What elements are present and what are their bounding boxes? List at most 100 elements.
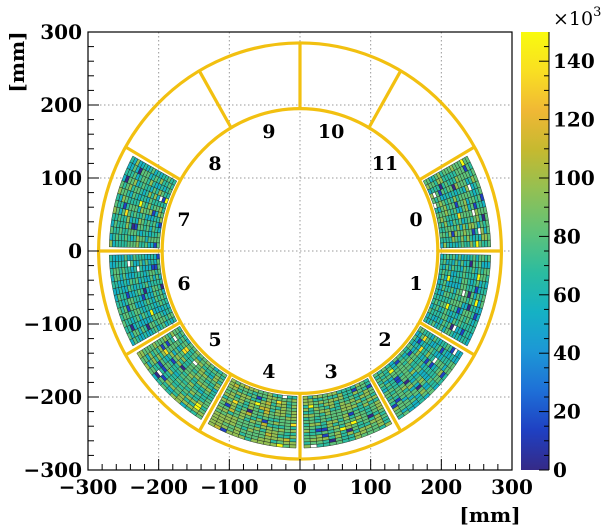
heatmap-cell — [475, 254, 480, 262]
heatmap-cell — [446, 242, 450, 249]
heatmap-cell — [469, 254, 474, 262]
heatmap-cell — [463, 254, 468, 261]
heatmap-cell — [484, 254, 489, 262]
sector-label: 6 — [177, 273, 190, 295]
sector-labels: 0 1 2 3 4 5 6 7 8 9 10 11 — [177, 121, 422, 383]
heatmap-cell — [153, 242, 157, 249]
heatmap-cell — [303, 423, 310, 427]
heatmap-cell — [290, 420, 297, 424]
heatmap-cell — [135, 254, 140, 261]
heatmap-cell — [481, 254, 486, 262]
heatmap-cell — [282, 444, 290, 449]
heatmap-cell — [303, 441, 311, 446]
x-tick-label: −300 — [59, 475, 118, 499]
heatmap-cell — [120, 254, 125, 262]
x-tick-label: −100 — [200, 475, 259, 499]
y-tick-label: −300 — [23, 458, 82, 482]
heatmap-cell — [475, 240, 480, 248]
heatmap-cell — [195, 413, 203, 420]
y-tick-label: 100 — [40, 166, 82, 190]
y-tick-label: −100 — [23, 312, 82, 336]
heatmap-cell — [290, 417, 297, 421]
frame-divider — [367, 373, 403, 432]
heatmap-cell — [303, 417, 310, 421]
heatmap-cell — [109, 233, 114, 241]
colorbar-tick-label: 100 — [553, 166, 595, 190]
axes: −300−300−200−200−100−1000010010020020030… — [23, 20, 532, 499]
heatmap-cell — [269, 442, 277, 447]
heatmap-cell — [466, 241, 471, 248]
heatmap-cell — [457, 254, 462, 261]
frame-divider — [197, 70, 233, 129]
sector-label: 2 — [378, 329, 391, 351]
heatmap-cell — [120, 240, 125, 248]
y-tick-label: −200 — [23, 385, 82, 409]
sector-label: 8 — [208, 153, 221, 175]
heatmap-cell — [303, 438, 311, 443]
heatmap-cell — [323, 442, 331, 447]
heatmap-cell — [150, 242, 154, 249]
frame-divider — [197, 373, 233, 432]
y-tick-label: 200 — [40, 93, 82, 117]
heatmap-cell — [484, 240, 489, 248]
heatmap-cell — [132, 254, 137, 261]
heatmap-cell — [303, 414, 310, 418]
heatmap-cells — [109, 155, 491, 449]
heatmap-cell — [111, 240, 116, 248]
heatmap-cell — [290, 423, 297, 427]
heatmap-cell — [456, 351, 464, 360]
heatmap-cell — [141, 254, 146, 261]
heatmap-cell — [109, 226, 114, 234]
colorbar-tick-label: 40 — [553, 341, 581, 365]
sector-label: 10 — [318, 121, 344, 143]
sector-label: 3 — [324, 361, 337, 383]
heatmap-cell — [129, 338, 136, 347]
heatmap-cell — [454, 254, 459, 261]
sector-label: 0 — [409, 209, 422, 231]
heatmap-cell — [109, 261, 114, 269]
heatmap-cell — [487, 239, 491, 248]
heatmap-cell — [478, 240, 483, 248]
heatmap-cell — [443, 242, 447, 249]
heatmap-cell — [486, 268, 491, 276]
heatmap-cell — [135, 241, 140, 248]
heatmap-cell — [303, 435, 311, 440]
colorbar-tick-label: 120 — [553, 108, 595, 132]
heatmap-cell — [451, 241, 456, 248]
heatmap-cell — [123, 240, 128, 248]
heatmap-cell — [156, 242, 160, 249]
heatmap-cell — [109, 239, 113, 248]
heatmap-cell — [290, 426, 297, 431]
heatmap-cell — [150, 253, 154, 260]
heatmap-cell — [303, 444, 311, 449]
heatmap-cell — [141, 241, 146, 248]
frame-divider — [124, 320, 182, 357]
sector-label: 11 — [372, 153, 398, 175]
heatmap-cell — [144, 254, 149, 261]
heatmap-cell — [478, 254, 483, 262]
heatmap-cell — [291, 395, 298, 400]
heatmap-cell — [291, 401, 298, 406]
heatmap-cell — [449, 254, 453, 260]
heatmap-cell — [114, 254, 119, 262]
heatmap-cell — [481, 240, 486, 248]
heatmap-cell — [156, 253, 160, 260]
heatmap-cell — [138, 254, 143, 261]
heatmap-cell — [460, 241, 465, 248]
heatmap-cell — [460, 254, 465, 261]
heatmap-cell — [446, 253, 450, 260]
heatmap-cell — [303, 432, 311, 437]
heatmap-cell — [486, 261, 491, 269]
heatmap-cell — [129, 241, 134, 248]
heatmap-cell — [440, 242, 444, 249]
heatmap-cell — [114, 240, 119, 248]
heatmap-cell — [289, 441, 297, 446]
y-tick-label: 300 — [40, 20, 82, 44]
x-tick-label: 200 — [420, 475, 462, 499]
heatmap-cell — [316, 443, 324, 448]
heatmap-cell — [153, 253, 157, 260]
frame-divider — [367, 70, 403, 129]
x-axis-title: [mm] — [459, 503, 520, 527]
colorbar-tick-label: 0 — [553, 458, 567, 482]
